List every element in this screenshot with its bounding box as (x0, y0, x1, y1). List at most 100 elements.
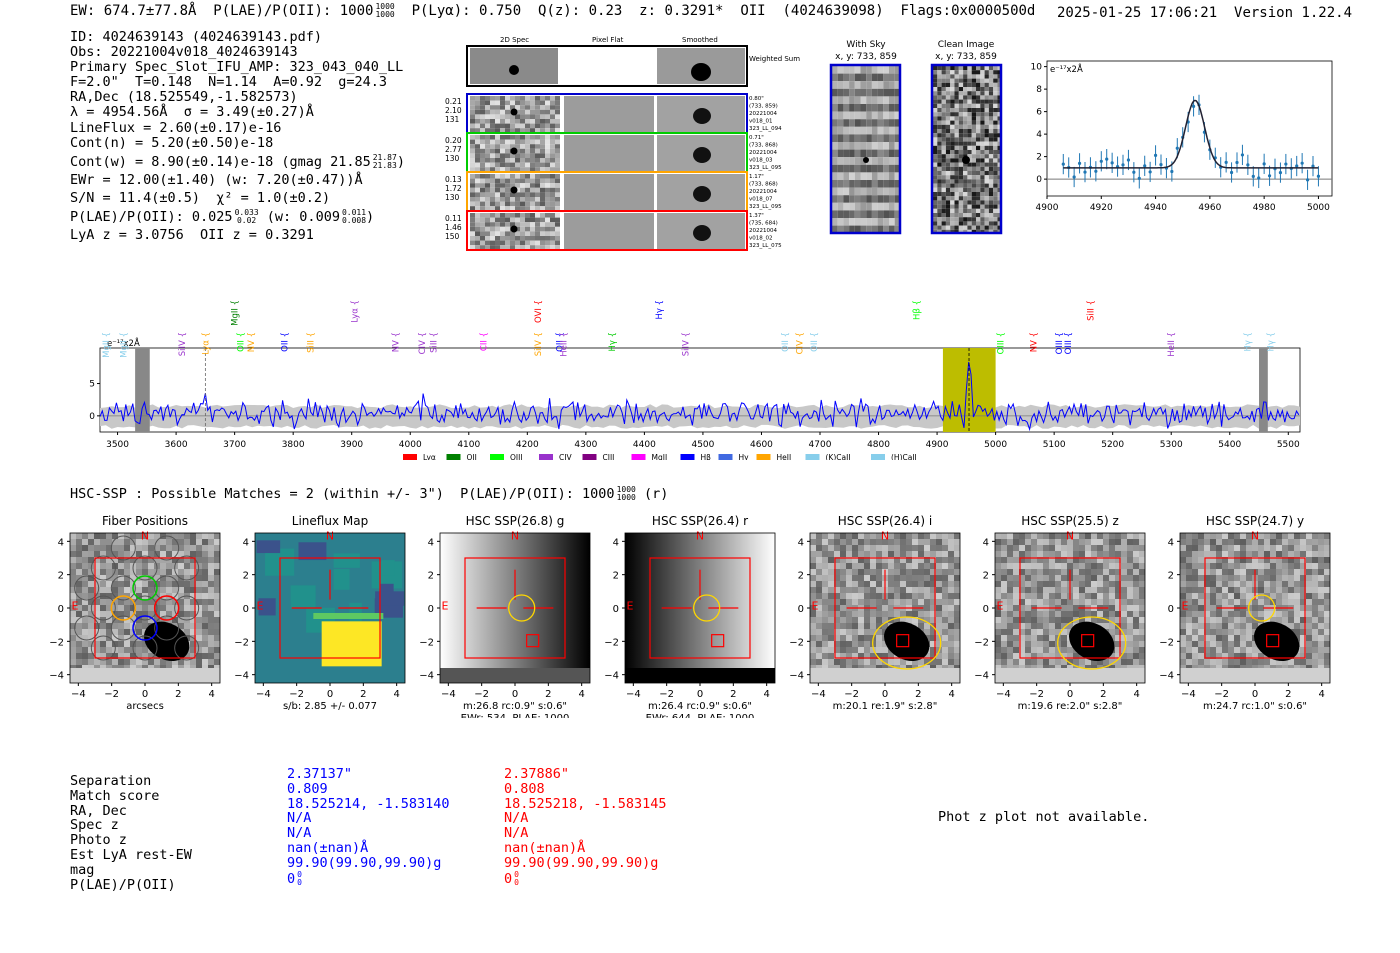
pixel (822, 623, 828, 629)
pixel (950, 166, 955, 171)
pixel (918, 575, 924, 581)
pixel (810, 575, 816, 581)
pixel (912, 611, 918, 617)
pixel (1306, 629, 1312, 635)
pixel (997, 208, 1002, 213)
pixel (945, 150, 951, 155)
pixel (1228, 659, 1234, 665)
pixel (933, 124, 938, 129)
pixel (1097, 599, 1103, 605)
pixel (937, 137, 942, 142)
pixel (1031, 581, 1037, 587)
pixel (854, 96, 861, 104)
pixel (1186, 653, 1192, 659)
pixel (1312, 587, 1318, 593)
pixel (136, 563, 142, 569)
pixel (535, 178, 540, 184)
pixel (937, 204, 942, 209)
pixel (849, 111, 855, 120)
pixel (1043, 593, 1049, 599)
pixel (94, 605, 100, 611)
pixel (535, 105, 540, 110)
pixel (963, 66, 968, 71)
pixel (1294, 593, 1300, 599)
pixel (1031, 587, 1037, 593)
pixel (828, 581, 834, 587)
pixel (937, 74, 942, 79)
x-tick-label: 2 (730, 689, 736, 700)
pixel (852, 611, 858, 617)
pixel (877, 126, 884, 135)
pixel (993, 91, 998, 96)
line-id-label: MgII { (102, 332, 112, 358)
pixel (954, 217, 959, 222)
pixel (510, 105, 515, 110)
pixel (1067, 557, 1073, 563)
pixel (1246, 563, 1252, 569)
pixel (963, 225, 968, 230)
pixel (510, 245, 515, 250)
pixel (485, 109, 490, 115)
pixel (976, 208, 981, 213)
pixel (995, 587, 1001, 593)
pixel (1312, 593, 1318, 599)
pixel (997, 116, 1002, 121)
pixel (148, 563, 154, 569)
pixel (936, 611, 942, 617)
pixel (1001, 635, 1007, 641)
pixel (877, 119, 884, 127)
pixel (88, 617, 94, 623)
pixel (1234, 659, 1240, 665)
pixel (941, 82, 946, 87)
lineflux-peak (321, 621, 382, 667)
pixel (933, 179, 938, 184)
pixel (995, 653, 1001, 659)
pixel (906, 581, 912, 587)
pixel (490, 162, 495, 168)
pixel (475, 158, 480, 163)
pixel (984, 196, 989, 201)
pixel (1019, 599, 1025, 605)
pixel (834, 569, 840, 575)
pixel (1186, 599, 1192, 605)
pixel (525, 128, 530, 133)
pixel (980, 150, 985, 155)
pixel (1228, 593, 1234, 599)
row-value: 0.21 (445, 97, 462, 106)
pixel (1139, 617, 1145, 623)
spectrum-line (99, 361, 1300, 432)
pixel (520, 213, 525, 218)
pixel (950, 95, 955, 100)
pixel (124, 605, 130, 611)
pixel (1270, 575, 1276, 581)
hsc-bottom-strip (625, 668, 775, 683)
pixel (490, 135, 495, 140)
pixel (930, 593, 936, 599)
pixel (1258, 533, 1264, 539)
pixel (858, 641, 864, 647)
pixel (822, 569, 828, 575)
pixel (849, 119, 855, 127)
pixel (1246, 629, 1252, 635)
pixel (834, 557, 840, 563)
pixel (993, 70, 998, 75)
pixel (485, 197, 490, 202)
row-meta: 323_LL_094 (749, 126, 782, 132)
pixel (178, 599, 184, 605)
pixel (822, 551, 828, 557)
pixel (941, 124, 946, 129)
plya-value: P(Lyα): 0.750 (411, 3, 522, 19)
pixel (500, 213, 505, 218)
pixel (933, 82, 938, 87)
pixel (485, 217, 490, 223)
pixel (555, 128, 560, 133)
pixel (852, 581, 858, 587)
pixel (963, 213, 968, 218)
pixel (954, 183, 959, 188)
line-id-label: Lyα { (351, 300, 361, 323)
pixel (1258, 563, 1264, 569)
sky-cutouts: With Sky x, y: 733, 859 Clean Image x, y… (829, 40, 1003, 235)
pixel (967, 166, 972, 171)
pixel (984, 108, 989, 113)
pixel (1198, 581, 1204, 587)
